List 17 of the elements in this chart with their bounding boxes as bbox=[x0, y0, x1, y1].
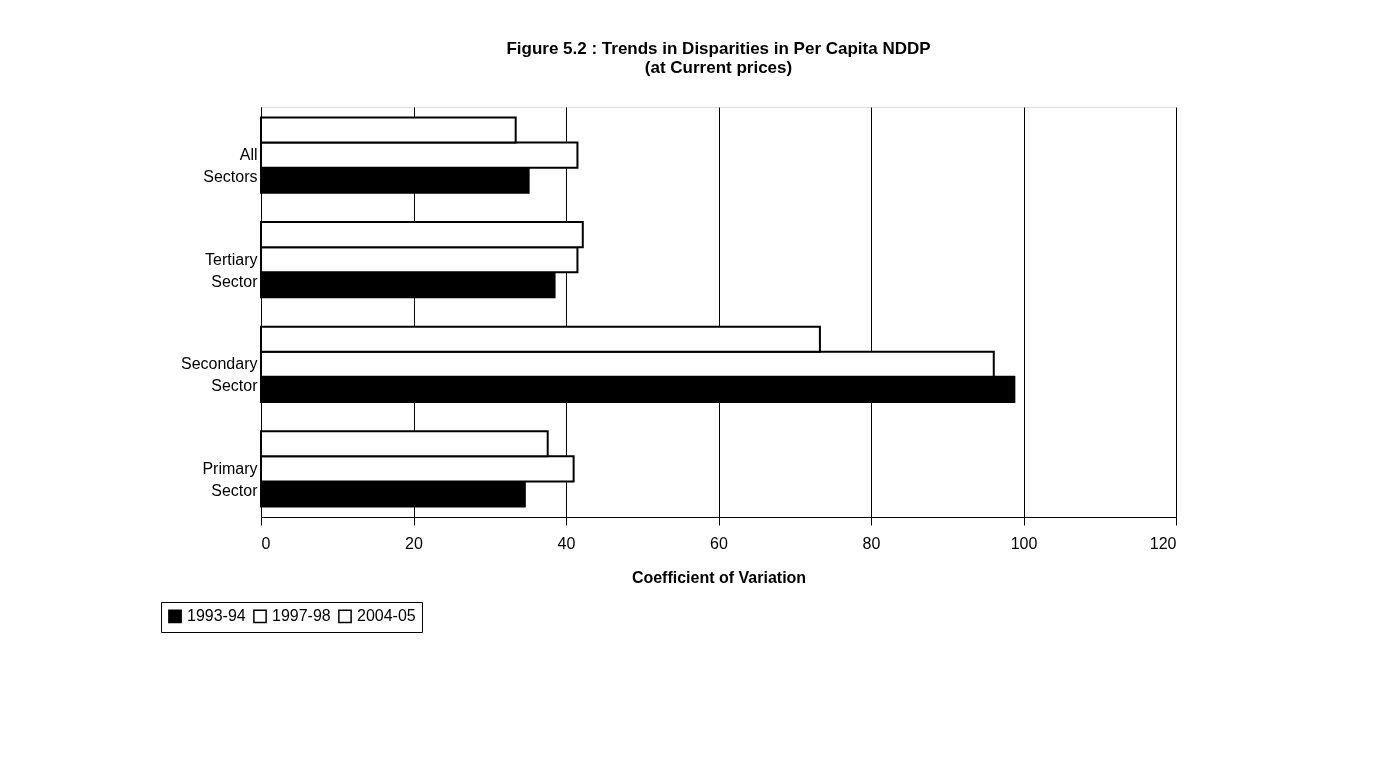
legend-label: 1997-98 bbox=[272, 607, 331, 625]
y-tick-label: Tertiary Sector bbox=[205, 250, 259, 290]
x-tick-label: 100 bbox=[1010, 534, 1038, 552]
x-tick-label: 40 bbox=[557, 534, 576, 552]
text: (at Current prices) bbox=[644, 58, 793, 77]
x-tick-label: 0 bbox=[261, 534, 271, 552]
x-tick-label: 60 bbox=[710, 534, 728, 552]
y-tick-label: Secondary Sector bbox=[181, 355, 259, 395]
y-tick-label: Primary Sector bbox=[202, 459, 259, 499]
x-tick-label: 120 bbox=[1149, 534, 1177, 552]
x-tick-label: 20 bbox=[405, 534, 423, 552]
legend-label: 1993-94 bbox=[187, 607, 246, 625]
x-tick-label: 80 bbox=[862, 534, 881, 552]
x-axis-title: Coefficient of Variation bbox=[631, 568, 807, 586]
text: Figure 5.2 : Trends in Disparities in Per Capita NDDP bbox=[506, 39, 931, 58]
y-tick-label: All Sectors bbox=[203, 146, 258, 186]
legend-label: 2004-05 bbox=[357, 607, 416, 625]
